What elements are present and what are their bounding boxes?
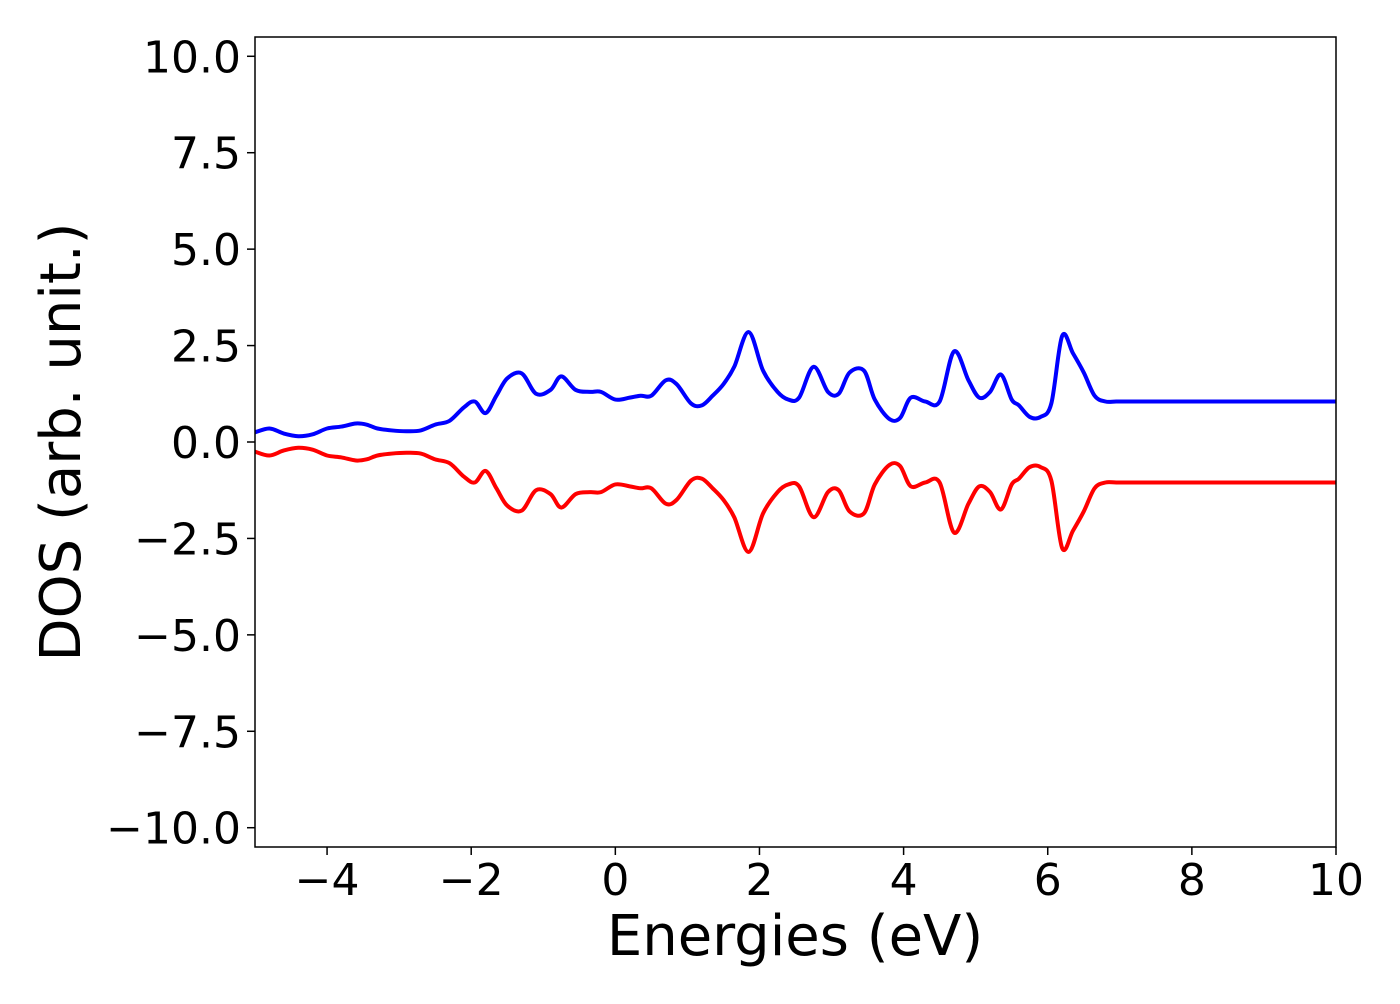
x-tick-label: 2 bbox=[745, 855, 773, 906]
y-tick-label: 2.5 bbox=[171, 322, 241, 373]
x-tick-label: 8 bbox=[1178, 855, 1206, 906]
series-line-1 bbox=[255, 330, 1336, 439]
y-tick-label: 10.0 bbox=[143, 32, 241, 83]
y-axis-label: DOS (arb. unit.) bbox=[29, 222, 94, 661]
plot-frame bbox=[254, 36, 1337, 848]
x-tick-label: 10 bbox=[1308, 855, 1364, 906]
x-tick-label: −2 bbox=[439, 855, 504, 906]
y-axis-ticks: 10.0 7.5 5.0 2.5 0.0 −2.5 −5.0 −7.5 −10.0 bbox=[106, 32, 255, 855]
y-tick-label: −2.5 bbox=[134, 514, 241, 565]
x-tick-label: 6 bbox=[1034, 855, 1062, 906]
y-tick-label: 0.0 bbox=[171, 418, 241, 469]
series-line-2 bbox=[255, 445, 1336, 554]
x-tick-label: 4 bbox=[890, 855, 918, 906]
x-axis-ticks: −4 −2 0 2 4 6 8 10 bbox=[295, 847, 1364, 906]
series-layer bbox=[255, 330, 1336, 554]
x-axis-label: Energies (eV) bbox=[607, 904, 983, 969]
y-tick-label: 7.5 bbox=[171, 129, 241, 180]
x-tick-label: −4 bbox=[295, 855, 360, 906]
y-tick-label: −10.0 bbox=[106, 804, 241, 855]
y-tick-label: −7.5 bbox=[134, 707, 241, 758]
y-tick-label: 5.0 bbox=[171, 225, 241, 276]
x-tick-label: 0 bbox=[601, 855, 629, 906]
y-tick-label: −5.0 bbox=[134, 611, 241, 662]
